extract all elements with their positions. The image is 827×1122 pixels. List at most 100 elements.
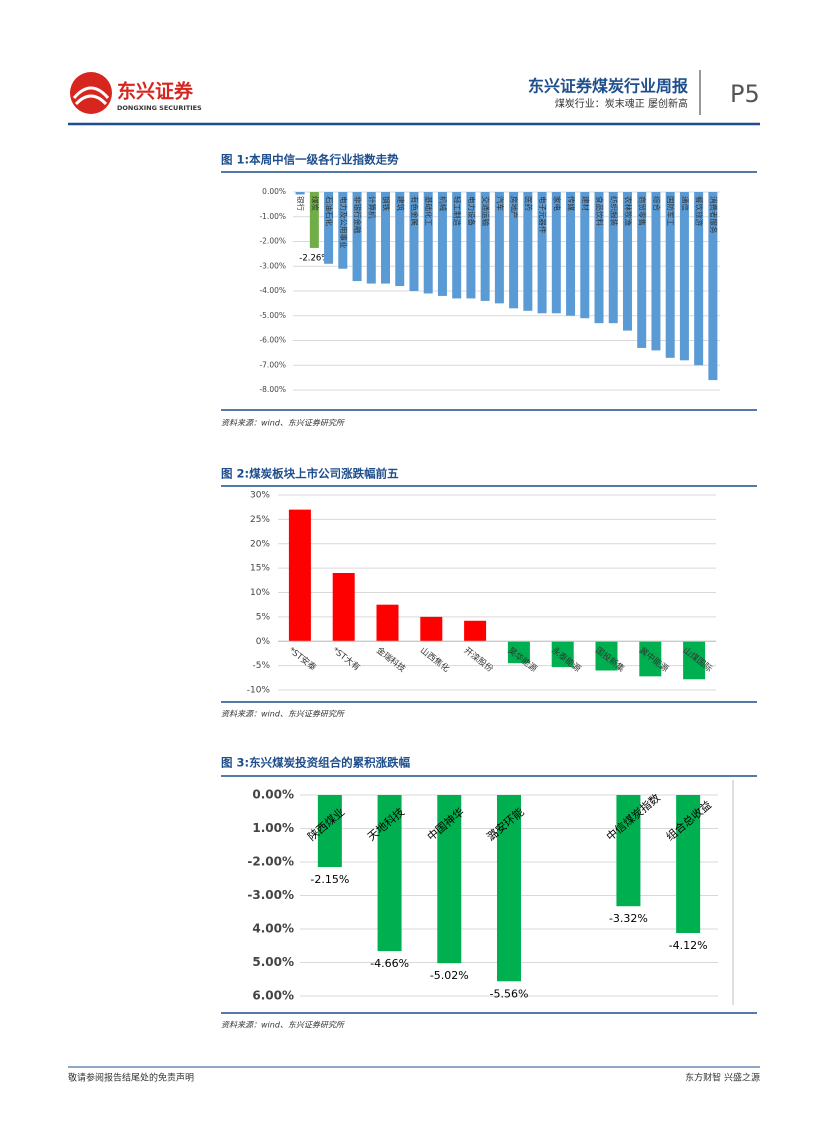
bar xyxy=(507,641,530,664)
category-label: 轻工制造 xyxy=(453,196,463,226)
category-label: 通信 xyxy=(680,196,690,211)
category-label: 金瑞科技 xyxy=(374,645,408,675)
bar xyxy=(317,795,342,868)
y-tick-label: 4.00% xyxy=(252,922,294,936)
y-tick-label: 1.00% xyxy=(252,821,294,835)
category-label: 山西焦化 xyxy=(418,645,452,675)
bar xyxy=(608,192,618,324)
category-label: 计算机 xyxy=(367,196,377,219)
category-label: 开滦股份 xyxy=(462,645,496,675)
y-tick-label: -1.00% xyxy=(259,212,286,221)
y-tick-label: 0.00% xyxy=(262,187,286,196)
logo-wave xyxy=(74,94,108,106)
y-tick-label: -5% xyxy=(252,661,270,671)
bar xyxy=(437,192,447,296)
bar xyxy=(616,795,641,907)
y-tick-label: 0% xyxy=(256,637,271,647)
bar xyxy=(420,616,443,642)
category-label: 机械 xyxy=(438,196,448,211)
bar xyxy=(651,192,661,351)
category-label: 电子元器件 xyxy=(538,196,548,234)
bar xyxy=(523,192,533,311)
bar xyxy=(580,192,590,319)
category-label: *ST安泰 xyxy=(287,645,319,674)
figure-title: 图 1:本周中信一级各行业指数走势 xyxy=(221,153,399,167)
y-tick-label: -4.00% xyxy=(259,286,286,295)
y-tick-label: -6.00% xyxy=(259,336,286,345)
y-tick-label: -2.00% xyxy=(247,855,294,869)
category-label: 有色金属 xyxy=(410,196,420,226)
bar xyxy=(423,192,433,294)
y-tick-label: -5.00% xyxy=(259,311,286,320)
y-tick-label: 6.00% xyxy=(252,989,294,1003)
category-label: 电力设备 xyxy=(467,196,477,226)
value-label: -4.66% xyxy=(370,957,409,970)
bar xyxy=(324,192,334,264)
bar xyxy=(409,192,419,291)
bar xyxy=(295,192,305,195)
category-label: 银行 xyxy=(296,196,306,211)
category-label: 非银行金融 xyxy=(353,196,363,234)
figure-title: 图 2:煤炭板块上市公司涨跌幅前五 xyxy=(221,467,399,481)
bar xyxy=(352,192,362,282)
report-title: 东兴证券煤炭行业周报 xyxy=(528,77,688,96)
bar xyxy=(594,192,604,324)
y-tick-label: 10% xyxy=(250,588,270,598)
bar xyxy=(309,192,319,248)
category-label: 石油石化 xyxy=(325,196,335,226)
category-label: 国防军工 xyxy=(666,196,676,226)
value-label: -5.02% xyxy=(430,969,469,982)
category-label: 煤炭 xyxy=(310,196,320,211)
logo-en: DONGXING SECURITIES xyxy=(117,104,202,112)
bar xyxy=(566,192,576,316)
bar xyxy=(332,573,355,642)
y-tick-label: 20% xyxy=(250,539,270,549)
category-label: 消费者服务 xyxy=(709,196,719,234)
bar xyxy=(338,192,348,269)
y-tick-label: -8.00% xyxy=(259,385,286,394)
value-label: -4.12% xyxy=(669,939,708,952)
category-label: 综合 xyxy=(652,196,662,211)
bar xyxy=(381,192,391,284)
category-label: 基础化工 xyxy=(424,196,434,226)
bar xyxy=(395,192,405,287)
category-label: *ST大有 xyxy=(330,645,362,673)
bar xyxy=(509,192,519,309)
category-label: 钢铁 xyxy=(382,196,392,211)
bar xyxy=(679,192,689,361)
bar xyxy=(595,641,618,671)
y-tick-label: 0.00% xyxy=(252,788,294,802)
bar xyxy=(437,795,462,964)
category-label: 农林牧渔 xyxy=(623,196,633,226)
bar xyxy=(708,192,718,381)
bar xyxy=(676,795,701,934)
bar xyxy=(452,192,462,299)
category-label: 建材 xyxy=(581,196,591,211)
bar xyxy=(683,641,706,680)
bar xyxy=(288,509,311,642)
y-tick-label: -10% xyxy=(247,686,271,696)
value-label: -2.26% xyxy=(299,253,329,263)
bar xyxy=(497,795,521,982)
figure-source: 资料来源：wind、东兴证券研究所 xyxy=(221,1021,346,1030)
bar xyxy=(537,192,547,314)
y-tick-label: -3.00% xyxy=(259,261,286,270)
category-label: 建筑 xyxy=(396,196,406,211)
y-tick-label: 30% xyxy=(250,491,270,501)
category-label: 纺织服装 xyxy=(609,196,619,226)
y-tick-label: -3.00% xyxy=(247,888,294,902)
logo-wave xyxy=(72,86,110,100)
bar xyxy=(480,192,490,301)
y-tick-label: 5.00% xyxy=(252,955,294,969)
y-tick-label: -2.00% xyxy=(259,237,286,246)
value-label: -3.32% xyxy=(609,912,648,925)
bar xyxy=(466,192,476,299)
bar xyxy=(376,604,399,642)
category-label: 交通运输 xyxy=(481,196,491,226)
bar xyxy=(639,641,662,677)
report-subtitle: 煤炭行业：炭末魂正 屡创新高 xyxy=(555,97,688,110)
bar xyxy=(464,620,487,642)
y-tick-label: 25% xyxy=(250,515,270,525)
category-label: 食品饮料 xyxy=(595,196,605,226)
